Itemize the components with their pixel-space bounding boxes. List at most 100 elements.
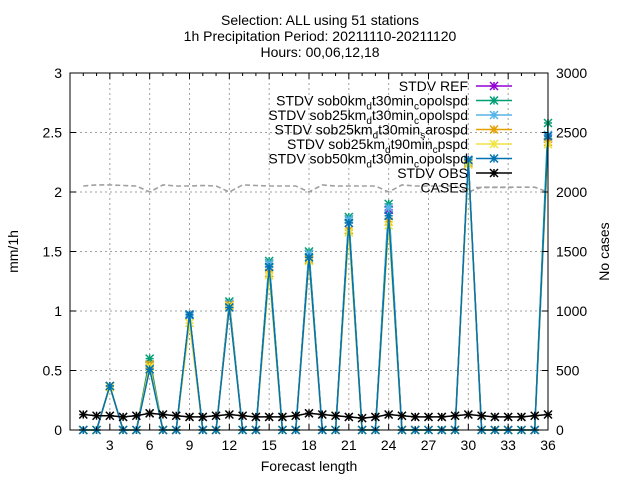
data-point <box>477 411 487 421</box>
legend-marker <box>489 168 499 178</box>
data-point <box>145 364 155 374</box>
y-tick-label: 1.5 <box>43 244 63 260</box>
x-tick-label: 21 <box>341 437 357 453</box>
data-point <box>384 409 394 420</box>
x-tick-label: 36 <box>540 437 556 453</box>
legend-label-part: d <box>366 160 372 171</box>
x-tick-label: 33 <box>500 437 516 453</box>
legend-label-part: c <box>414 102 419 113</box>
y2-tick-label: 1500 <box>556 244 587 260</box>
data-point <box>145 408 155 418</box>
chart-title-line-2: 1h Precipitation Period: 20211110-202111… <box>183 28 457 44</box>
legend-label-part: t90min <box>391 136 433 152</box>
legend-label-part: t30min <box>378 122 420 138</box>
legend-label-part: STDV sob25km <box>287 136 385 152</box>
data-point <box>277 412 287 422</box>
legend-label-part: STDV REF <box>399 78 468 94</box>
data-point <box>224 302 234 312</box>
legend-label-part: s <box>420 131 425 142</box>
x-axis-label: Forecast length <box>261 458 358 474</box>
data-point <box>211 411 221 421</box>
legend-label-part: d <box>366 116 372 127</box>
data-point <box>198 412 208 422</box>
data-point <box>463 155 473 165</box>
x-tick-label: 15 <box>261 437 277 453</box>
legend-marker <box>489 139 499 149</box>
series-3 <box>78 137 553 435</box>
x-tick-label: 30 <box>461 437 477 453</box>
y-tick-label: 2 <box>54 184 62 200</box>
legend-label: STDV sob0kmdt30mincopolspd <box>276 93 468 113</box>
x-tick-label: 24 <box>381 437 397 453</box>
legend-label-part: STDV OBS <box>397 165 468 181</box>
x-tick-label: 27 <box>421 437 437 453</box>
legend-label: STDV sob25kmdt30mincopolspd <box>268 107 468 127</box>
data-point <box>118 412 128 422</box>
y-tick-label: 1 <box>54 303 62 319</box>
data-point <box>370 412 380 422</box>
x-tick-label: 9 <box>186 437 194 453</box>
data-point <box>184 310 195 320</box>
axes: 3 6 9 12 15 18 21 24 27 30 33 3600.511.522.53050010… <box>5 65 612 474</box>
data-point <box>423 412 434 422</box>
data-point <box>490 412 500 422</box>
data-point <box>384 202 394 213</box>
legend-label-part: arospd <box>425 122 468 138</box>
data-point <box>463 409 473 420</box>
data-point <box>264 412 274 422</box>
legend-label-part: opolspd <box>419 93 468 109</box>
series-6 <box>78 408 553 423</box>
legend-label: STDV sob25kmdt90mincpspd <box>287 136 468 156</box>
series-line <box>83 136 549 431</box>
y2-tick-label: 3000 <box>556 65 587 81</box>
data-point <box>530 411 540 421</box>
legend-label: STDV OBS <box>397 165 468 181</box>
legend-label-part: STDV sob25km <box>275 122 373 138</box>
legend-label-part: opolspd <box>419 107 468 123</box>
plot-frame <box>69 72 549 431</box>
legend-label-part: d <box>373 131 379 142</box>
legend-label: STDV REF <box>399 78 468 94</box>
y-tick-label: 2.5 <box>43 125 63 141</box>
data-point <box>450 411 460 421</box>
legend-label-part: STDV sob0km <box>276 93 366 109</box>
legend-marker <box>489 81 499 91</box>
y-tick-label: 3 <box>54 65 62 81</box>
data-point <box>92 411 102 421</box>
legend-label-part: c <box>414 160 419 171</box>
cases-series <box>83 184 549 193</box>
y2-tick-label: 0 <box>556 422 564 438</box>
data-point <box>304 408 314 418</box>
x-tick-label: 12 <box>222 437 238 453</box>
x-tick-label: 3 <box>106 437 114 453</box>
y2-tick-label: 500 <box>556 363 580 379</box>
data-point <box>317 409 327 420</box>
legend-label-part: STDV sob50km <box>268 151 366 167</box>
data-point <box>238 411 248 421</box>
legend-label-part: pspd <box>438 136 468 152</box>
data-point <box>331 411 341 421</box>
data-point <box>264 262 274 272</box>
data-point <box>251 412 261 422</box>
data-point <box>224 409 234 420</box>
series-5 <box>78 131 553 435</box>
data-point <box>503 412 513 422</box>
data-point <box>344 412 354 422</box>
legend-label-part: c <box>414 116 419 127</box>
data-point <box>131 411 141 421</box>
legend-marker <box>489 153 499 164</box>
legend-marker <box>489 95 499 106</box>
y-tick-label: 0.5 <box>43 363 63 379</box>
data-point <box>304 252 314 262</box>
legend-label: STDV sob25kmdt30minsarospd <box>275 122 468 142</box>
series-2 <box>78 130 553 435</box>
y2-tick-label: 1000 <box>556 303 587 319</box>
legend-label-part: c <box>433 145 438 156</box>
legend-label-part: d <box>385 145 391 156</box>
series-0 <box>78 133 553 435</box>
y2-axis-label: No cases <box>596 222 612 280</box>
y2-tick-label: 2500 <box>556 125 587 141</box>
legend-label-part: t30min <box>372 151 414 167</box>
